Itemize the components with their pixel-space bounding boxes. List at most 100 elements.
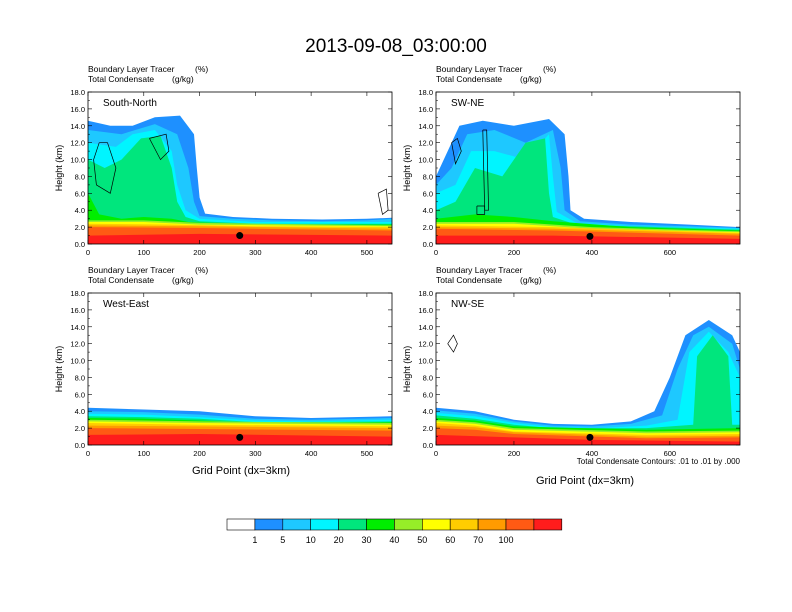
- location-marker: [586, 232, 594, 240]
- y-tick-label: 0.0: [423, 441, 433, 450]
- condensate-contour-line: [476, 205, 486, 215]
- y-axis-label: Height (km): [54, 346, 64, 393]
- x-tick-label: 0: [86, 449, 90, 458]
- y-tick-label: 2.0: [423, 223, 433, 232]
- contour-footnote: Total Condensate Contours: .01 to .01 by…: [577, 457, 741, 466]
- colorbar-label: 20: [334, 535, 344, 545]
- contour-fill-gt100: [436, 235, 740, 244]
- x-tick-label: 400: [305, 248, 318, 257]
- colorbar-label: 40: [389, 535, 399, 545]
- x-axis-label-west-east: Grid Point (dx=3km): [192, 465, 290, 477]
- x-tick-label: 100: [138, 248, 151, 257]
- panel-label: SW-NE: [451, 98, 484, 109]
- header-condensate-label: Total Condensate: [436, 275, 502, 285]
- x-tick-label: 600: [664, 248, 677, 257]
- panel-label: West-East: [103, 299, 149, 310]
- colorbar-swatch: [421, 518, 451, 531]
- y-tick-label: 10.0: [70, 357, 85, 366]
- colorbar-swatch: [394, 518, 423, 531]
- y-tick-label: 14.0: [418, 323, 433, 332]
- condensate-contour-line: [93, 142, 117, 194]
- y-tick-label: 0.0: [423, 240, 433, 249]
- header-condensate-unit: (g/kg): [172, 74, 194, 84]
- filled-contours: [88, 115, 392, 244]
- x-tick-label: 400: [586, 248, 599, 257]
- y-tick-label: 6.0: [423, 189, 433, 198]
- header-tracer-label: Boundary Layer Tracer: [436, 64, 523, 74]
- contour-fill-5: [436, 326, 740, 445]
- y-tick-label: 14.0: [418, 122, 433, 131]
- colorbar-swatch: [282, 518, 311, 531]
- filled-contours: [436, 320, 740, 445]
- condensate-contour-line: [377, 188, 389, 216]
- y-axis-label: Height (km): [54, 145, 64, 192]
- x-tick-label: 200: [193, 248, 206, 257]
- panels: Boundary Layer Tracer (%) Total Condensate…: [54, 64, 741, 458]
- y-tick-label: 4.0: [75, 206, 85, 215]
- colorbar-swatch: [338, 518, 367, 531]
- y-tick-label: 4.0: [75, 407, 85, 416]
- y-tick-label: 12.0: [418, 340, 433, 349]
- location-marker: [236, 232, 244, 240]
- colorbar-swatch: [449, 518, 479, 531]
- y-tick-label: 10.0: [70, 156, 85, 165]
- x-tick-label: 0: [434, 449, 438, 458]
- colorbar-swatch: [226, 518, 256, 531]
- y-tick-label: 8.0: [423, 172, 433, 181]
- header-tracer-label: Boundary Layer Tracer: [88, 64, 175, 74]
- panel-west-east: Boundary Layer Tracer (%) Total Condensate…: [54, 265, 393, 458]
- colorbar-swatch: [366, 518, 395, 531]
- x-tick-label: 0: [434, 248, 438, 257]
- y-tick-label: 12.0: [70, 340, 85, 349]
- header-tracer-unit: (%): [195, 64, 208, 74]
- y-tick-label: 2.0: [75, 424, 85, 433]
- figure-title: 2013-09-08_03:00:00: [305, 36, 487, 57]
- y-tick-label: 16.0: [70, 105, 85, 114]
- colorbar-label: 50: [417, 535, 427, 545]
- y-tick-label: 4.0: [423, 206, 433, 215]
- header-tracer-unit: (%): [543, 64, 556, 74]
- panel-nw-se: Boundary Layer Tracer (%) Total Condensate…: [402, 265, 741, 458]
- colorbar: 1 5 10 20 30 40 50 60 70 100: [226, 518, 563, 545]
- colorbar-swatch: [533, 518, 563, 531]
- y-tick-label: 10.0: [418, 156, 433, 165]
- x-tick-label: 400: [586, 449, 599, 458]
- x-tick-label: 200: [508, 449, 521, 458]
- header-condensate-label: Total Condensate: [88, 275, 154, 285]
- condensate-contour-line: [451, 137, 462, 165]
- y-tick-label: 14.0: [70, 122, 85, 131]
- y-tick-label: 18.0: [418, 88, 433, 97]
- contour-fill-20: [88, 135, 392, 244]
- y-tick-label: 6.0: [75, 189, 85, 198]
- x-tick-label: 0: [86, 248, 90, 257]
- y-tick-label: 8.0: [75, 373, 85, 382]
- colorbar-label: 70: [473, 535, 483, 545]
- header-condensate-unit: (g/kg): [172, 275, 194, 285]
- panel-label: NW-SE: [451, 299, 484, 310]
- x-tick-label: 400: [305, 449, 318, 458]
- panel-south-north: Boundary Layer Tracer (%) Total Condensate…: [54, 64, 393, 257]
- header-tracer-label: Boundary Layer Tracer: [88, 265, 175, 275]
- x-tick-label: 200: [193, 449, 206, 458]
- x-tick-label: 300: [249, 449, 262, 458]
- x-tick-label: 500: [361, 248, 374, 257]
- x-tick-label: 500: [361, 449, 374, 458]
- y-tick-label: 14.0: [70, 323, 85, 332]
- y-tick-label: 0.0: [75, 240, 85, 249]
- colorbar-swatch: [310, 518, 339, 531]
- condensate-contour-line: [149, 133, 170, 161]
- y-tick-label: 16.0: [418, 306, 433, 315]
- y-tick-label: 6.0: [423, 390, 433, 399]
- y-tick-label: 0.0: [75, 441, 85, 450]
- y-tick-label: 8.0: [75, 172, 85, 181]
- y-tick-label: 2.0: [75, 223, 85, 232]
- condensate-contour-line: [482, 129, 489, 211]
- header-condensate-unit: (g/kg): [520, 275, 542, 285]
- x-tick-label: 200: [508, 248, 521, 257]
- colorbar-swatch: [254, 518, 284, 531]
- colorbar-label: 60: [445, 535, 455, 545]
- colorbar-label: 5: [280, 535, 285, 545]
- condensate-contour-line: [447, 334, 458, 353]
- y-tick-label: 18.0: [418, 289, 433, 298]
- y-tick-label: 4.0: [423, 407, 433, 416]
